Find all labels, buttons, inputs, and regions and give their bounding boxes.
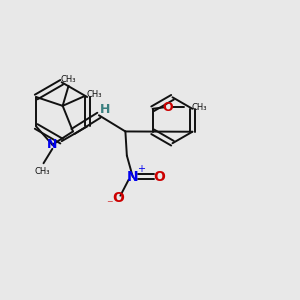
Text: N: N bbox=[47, 138, 58, 151]
Text: O: O bbox=[163, 101, 173, 114]
Text: N: N bbox=[127, 170, 139, 184]
Text: CH₃: CH₃ bbox=[191, 103, 207, 112]
Text: CH₃: CH₃ bbox=[61, 75, 76, 84]
Text: +: + bbox=[137, 164, 145, 174]
Text: O: O bbox=[154, 170, 166, 184]
Text: H: H bbox=[100, 103, 110, 116]
Text: CH₃: CH₃ bbox=[34, 167, 50, 176]
Text: ⁻: ⁻ bbox=[106, 198, 113, 211]
Text: O: O bbox=[112, 191, 124, 205]
Text: CH₃: CH₃ bbox=[86, 90, 102, 99]
